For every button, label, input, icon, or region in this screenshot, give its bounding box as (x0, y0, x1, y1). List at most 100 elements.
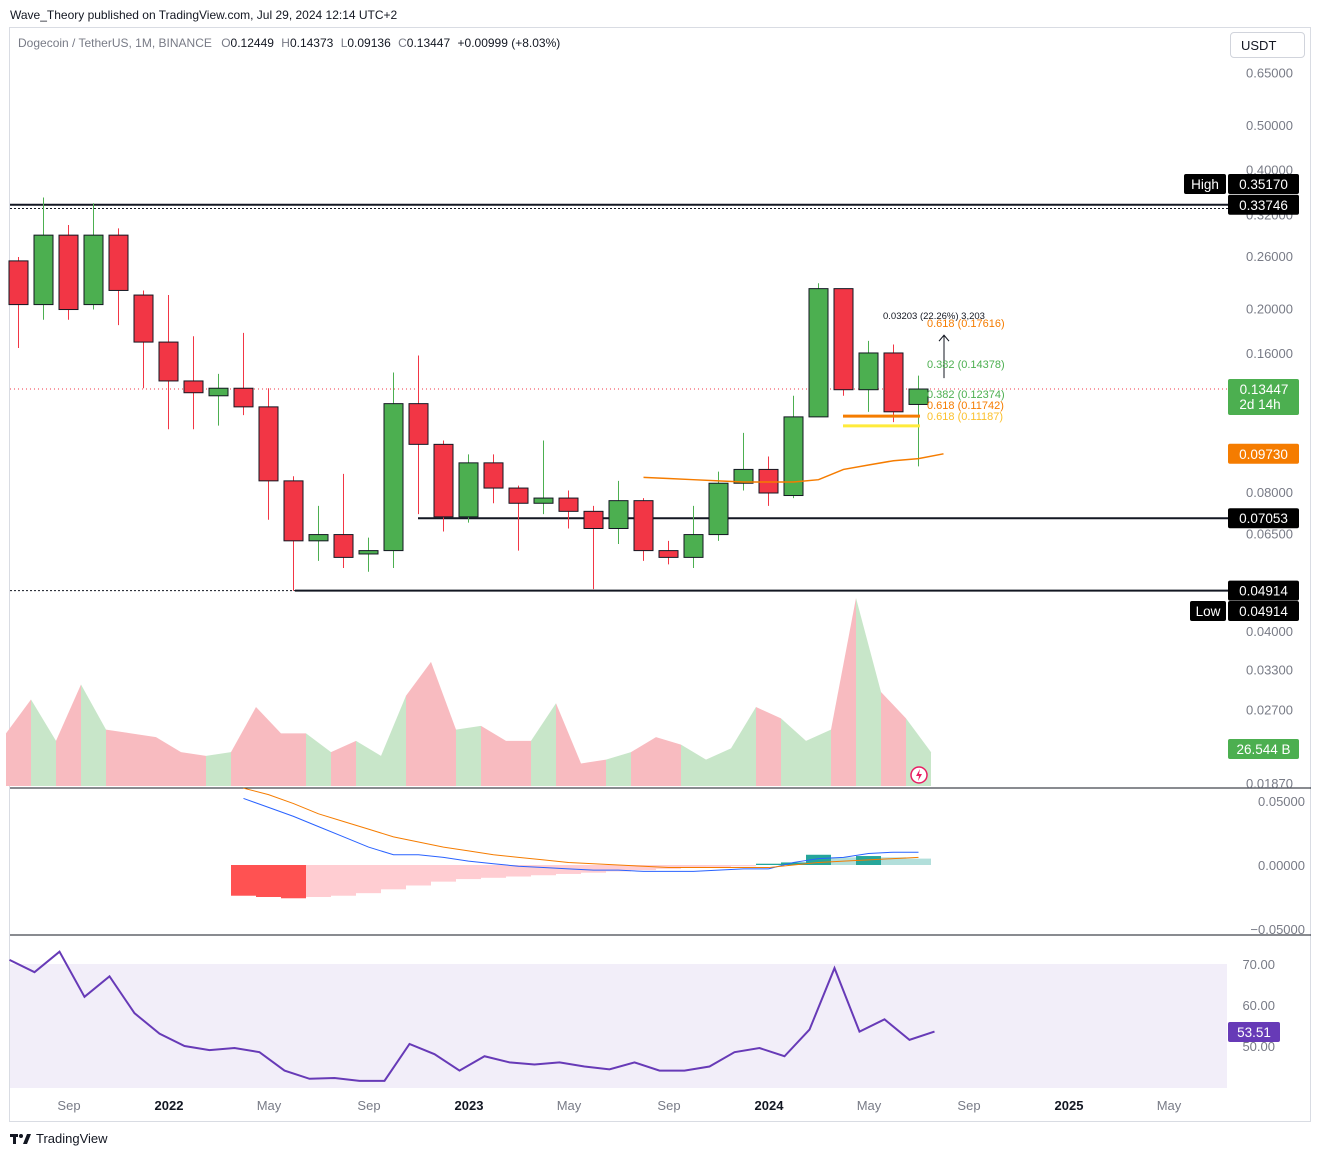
macd-tick-label: −0.05000 (1250, 922, 1305, 937)
candle-body (733, 468, 754, 484)
candle-body (408, 403, 429, 445)
tradingview-logo[interactable]: TradingView (10, 1131, 108, 1146)
rsi-tag: 53.51 (1237, 1025, 1271, 1040)
macd-histogram-bar (881, 857, 906, 865)
volume-area (256, 707, 281, 786)
volume-area (706, 748, 731, 786)
macd-tick-label: 0.05000 (1258, 794, 1305, 809)
symbol-name[interactable]: Dogecoin / TetherUS, 1M, BINANCE (18, 36, 212, 50)
ema-price-tag: 0.09730 (1239, 447, 1288, 462)
time-tick-label: May (557, 1098, 582, 1113)
fib-label: 0.618 (0.11742) (927, 400, 1004, 412)
candle-body (33, 234, 54, 306)
volume-area (556, 703, 581, 786)
candle-body (708, 482, 729, 536)
candle-body (808, 288, 829, 418)
close-value: 0.13447 (406, 36, 451, 50)
rsi-line (9, 950, 935, 1082)
macd-histogram-bar (581, 865, 606, 873)
macd-histogram-bar (556, 865, 581, 874)
current-price-tag: 0.13447 (1240, 382, 1289, 397)
macd-histogram-bar (406, 865, 431, 886)
candle-body (108, 234, 129, 291)
volume-area (56, 684, 81, 786)
macd-histogram-bar (906, 858, 931, 865)
support-price-tag: 0.07053 (1239, 511, 1288, 526)
candle-body (383, 403, 404, 552)
bar-countdown: 2d 14h (1239, 397, 1280, 412)
volume-area (531, 703, 556, 786)
time-tick-label: Sep (957, 1098, 980, 1113)
macd-histogram-bar (331, 865, 356, 896)
macd-histogram-bar (756, 863, 781, 865)
symbol-legend: Dogecoin / TetherUS, 1M, BINANCE O0.1244… (18, 36, 560, 50)
candle-body (608, 500, 629, 530)
currency-button[interactable]: USDT (1230, 32, 1305, 58)
brand-name: TradingView (36, 1131, 108, 1146)
volume-area (881, 692, 906, 786)
macd-histogram-bar (306, 865, 331, 897)
time-tick-label: 2024 (755, 1098, 785, 1113)
volume-area (756, 707, 781, 786)
macd-histogram-bar (506, 865, 531, 877)
low-price-tag-bg (1228, 601, 1299, 621)
macd-histogram-bar (606, 865, 631, 872)
candle-body (458, 462, 479, 518)
current-price-tag-bg (1228, 379, 1299, 415)
low-price-tag: 0.04914 (1239, 604, 1288, 619)
macd-histogram-bar (481, 865, 506, 878)
volume-area (31, 699, 56, 786)
volume-area (456, 725, 481, 786)
volume-area (806, 729, 831, 786)
candle-body (133, 294, 154, 343)
volume-area (156, 737, 181, 786)
candle-body (8, 260, 29, 306)
time-tick-label: May (857, 1098, 882, 1113)
price-tick-label: 0.65000 (1246, 66, 1293, 81)
macd-tick-label: 0.00000 (1258, 858, 1305, 873)
high-label-bg (1184, 174, 1226, 194)
volume-area (356, 740, 381, 786)
candle-body (858, 352, 879, 391)
volume-area (631, 737, 656, 786)
rsi-tick-label: 60.00 (1242, 998, 1275, 1013)
macd-histogram-bar (856, 856, 881, 865)
volume-area (431, 661, 456, 786)
volume-area (231, 707, 256, 786)
macd-histogram-bar (456, 865, 481, 880)
macd-histogram-bar (731, 865, 756, 867)
volume-area (781, 718, 806, 786)
price-tick-label: 0.16000 (1246, 346, 1293, 361)
volume-area (6, 699, 31, 786)
price-tick-label: 0.20000 (1246, 302, 1293, 317)
macd-histogram-bar (431, 865, 456, 882)
rsi-tag-bg (1228, 1022, 1280, 1042)
resistance-price-tag-bg (1228, 194, 1299, 215)
candle-body (233, 387, 254, 408)
price-tick-label: 0.06500 (1246, 527, 1293, 542)
support-low-price-tag: 0.04914 (1239, 584, 1288, 599)
candle-body (158, 341, 179, 382)
high-price-tag: 0.35170 (1239, 177, 1288, 192)
lightning-glyph (916, 769, 922, 781)
rsi-tick-label: 70.00 (1242, 957, 1275, 972)
macd-histogram-bar (256, 865, 281, 897)
ema-line (643, 453, 944, 483)
fib-label: 0.618 (0.11187) (927, 411, 1003, 423)
candle-body (758, 468, 779, 494)
time-tick-label: Sep (57, 1098, 80, 1113)
macd-histogram-bar (381, 865, 406, 890)
candle-body (283, 480, 304, 542)
time-tick-label: 2022 (155, 1098, 184, 1113)
price-tick-label: 0.26000 (1246, 249, 1293, 264)
macd-line (243, 797, 919, 872)
macd-histogram-bar (806, 854, 831, 865)
close-label: C (398, 36, 407, 50)
candle-body (833, 288, 854, 391)
volume-area (181, 752, 206, 786)
chart-frame (9, 27, 1311, 1122)
macd-histogram-bar (356, 865, 381, 894)
volume-area (481, 725, 506, 786)
price-tick-label: 0.02700 (1246, 702, 1293, 717)
